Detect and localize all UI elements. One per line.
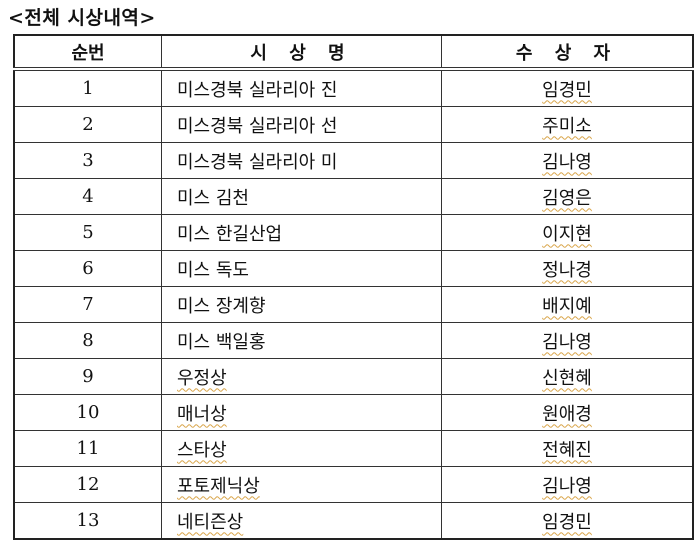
table-row: 4 미스 김천 김영은 [13,178,694,215]
cell-winner: 임경민 [441,502,694,540]
cell-award-text: 미스 김천 [177,187,249,209]
table-row: 6 미스 독도 정나경 [13,250,694,287]
document-title: <전체 시상내역> [8,7,156,29]
cell-winner-text: 정나경 [542,259,592,281]
cell-winner: 임경민 [441,68,694,107]
cell-winner: 김나영 [441,466,694,503]
table-row: 1 미스경북 실라리아 진 임경민 [13,68,694,107]
cell-award-text: 미스 장계향 [177,295,266,317]
cell-number-text: 9 [82,366,94,387]
cell-winner-text: 전혜진 [542,439,592,461]
table-row: 11 스타상 전혜진 [13,430,694,467]
table-header-row: 순번 시 상 명 수 상 자 [13,34,694,71]
table-row: 5 미스 한길산업 이지현 [13,214,694,251]
cell-number: 6 [13,250,162,287]
cell-number-text: 12 [76,474,100,495]
cell-winner-text: 김영은 [542,187,592,209]
cell-winner-text: 원애경 [542,403,592,425]
cell-number-text: 3 [82,150,94,171]
cell-winner: 주미소 [441,106,694,143]
cell-winner-text: 김나영 [542,151,592,173]
cell-award-text: 미스 백일홍 [177,331,266,353]
cell-winner-text: 신현혜 [542,367,592,389]
cell-award: 우정상 [161,358,442,395]
cell-winner: 이지현 [441,214,694,251]
cell-winner-text: 김나영 [542,475,592,497]
header-number: 순번 [13,34,162,71]
header-winner: 수 상 자 [441,34,694,71]
cell-award-text: 포토제닉상 [177,475,260,497]
cell-number-text: 4 [82,186,94,207]
cell-number: 12 [13,466,162,503]
cell-number: 10 [13,394,162,431]
cell-winner: 전혜진 [441,430,694,467]
cell-winner: 김영은 [441,178,694,215]
cell-award-text: 매너상 [177,403,227,425]
cell-number: 5 [13,214,162,251]
cell-number-text: 11 [76,438,100,459]
cell-award: 매너상 [161,394,442,431]
cell-number-text: 6 [82,258,94,279]
cell-number: 13 [13,502,162,540]
cell-award: 포토제닉상 [161,466,442,503]
cell-award-text: 우정상 [177,367,227,389]
awards-table: 순번 시 상 명 수 상 자 1 미스경북 실라리아 진 임경민 2 미스경북 실라리아… [13,34,694,540]
cell-number-text: 1 [82,78,94,99]
table-row: 9 우정상 신현혜 [13,358,694,395]
cell-award-text: 미스 독도 [177,259,249,281]
cell-winner: 김나영 [441,142,694,179]
cell-award: 미스경북 실라리아 미 [161,142,442,179]
cell-award: 미스 한길산업 [161,214,442,251]
cell-winner: 원애경 [441,394,694,431]
cell-award-text: 미스 한길산업 [177,223,283,245]
cell-number-text: 2 [82,114,94,135]
table-row: 8 미스 백일홍 김나영 [13,322,694,359]
table-row: 3 미스경북 실라리아 미 김나영 [13,142,694,179]
cell-number: 2 [13,106,162,143]
cell-award-text: 스타상 [177,439,227,461]
cell-winner: 신현혜 [441,358,694,395]
cell-winner: 배지예 [441,286,694,323]
cell-award-text: 미스경북 실라리아 진 [177,79,338,101]
cell-number: 7 [13,286,162,323]
cell-number: 9 [13,358,162,395]
cell-award: 스타상 [161,430,442,467]
cell-winner-text: 이지현 [542,223,592,245]
cell-winner-text: 주미소 [542,115,592,137]
cell-winner-text: 김나영 [542,331,592,353]
cell-number-text: 13 [76,510,100,531]
cell-number-text: 10 [76,402,100,423]
cell-number: 4 [13,178,162,215]
cell-number-text: 8 [82,330,94,351]
cell-award: 미스경북 실라리아 선 [161,106,442,143]
cell-winner-text: 임경민 [542,79,592,101]
cell-award: 네티즌상 [161,502,442,540]
cell-award-text: 미스경북 실라리아 선 [177,115,338,137]
cell-award: 미스 김천 [161,178,442,215]
cell-winner-text: 배지예 [542,295,592,317]
cell-number: 8 [13,322,162,359]
table-row: 2 미스경북 실라리아 선 주미소 [13,106,694,143]
cell-number: 1 [13,68,162,107]
table-row: 10 매너상 원애경 [13,394,694,431]
cell-winner: 김나영 [441,322,694,359]
cell-number-text: 5 [82,222,94,243]
table-row: 12 포토제닉상 김나영 [13,466,694,503]
cell-award: 미스경북 실라리아 진 [161,68,442,107]
cell-award: 미스 백일홍 [161,322,442,359]
cell-number-text: 7 [82,294,94,315]
cell-winner-text: 임경민 [542,511,592,533]
cell-winner: 정나경 [441,250,694,287]
cell-award: 미스 독도 [161,250,442,287]
cell-award-text: 네티즌상 [177,511,244,533]
header-award: 시 상 명 [161,34,442,71]
cell-award: 미스 장계향 [161,286,442,323]
table-row: 7 미스 장계향 배지예 [13,286,694,323]
cell-number: 11 [13,430,162,467]
table-row: 13 네티즌상 임경민 [13,502,694,540]
cell-award-text: 미스경북 실라리아 미 [177,151,338,173]
cell-number: 3 [13,142,162,179]
